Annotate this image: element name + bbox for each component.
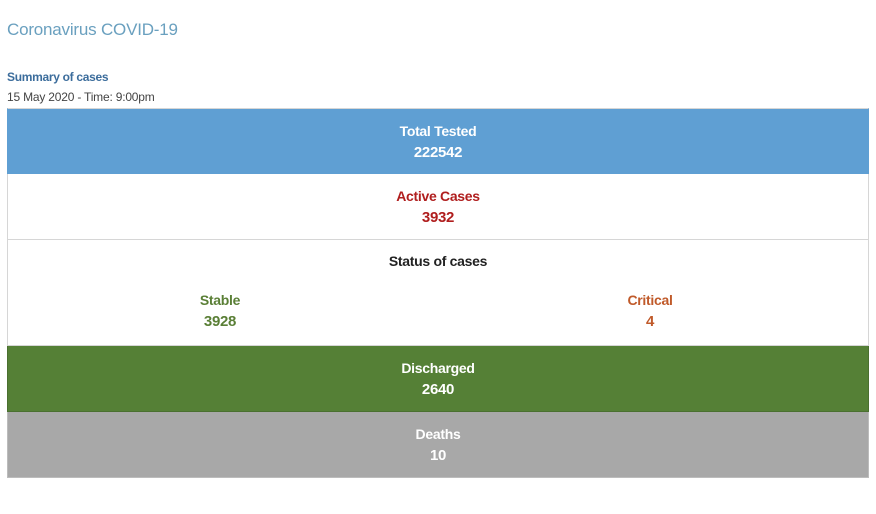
active-cases-label: Active Cases: [396, 188, 480, 204]
summary-timestamp: 15 May 2020 - Time: 9:00pm: [7, 90, 155, 104]
status-of-cases-row: Status of cases Stable 3928 Critical 4: [7, 240, 869, 346]
deaths-row: Deaths 10: [7, 412, 869, 478]
total-tested-value: 222542: [413, 144, 463, 161]
total-tested-label: Total Tested: [399, 123, 477, 139]
status-of-cases-heading: Status of cases: [388, 253, 488, 269]
discharged-row: Discharged 2640: [7, 346, 869, 412]
discharged-label: Discharged: [401, 360, 475, 376]
summary-table: Total Tested 222542 Active Cases 3932 St…: [7, 108, 869, 478]
stable-value: 3928: [203, 313, 237, 330]
deaths-label: Deaths: [415, 426, 461, 442]
critical-label: Critical: [627, 292, 673, 308]
deaths-value: 10: [429, 447, 447, 464]
stable-label: Stable: [199, 292, 241, 308]
active-cases-value: 3932: [421, 209, 455, 226]
stable-cell: Stable 3928: [140, 290, 300, 334]
total-tested-row: Total Tested 222542: [7, 108, 869, 174]
critical-cell: Critical 4: [570, 290, 730, 334]
critical-value: 4: [645, 313, 655, 330]
discharged-value: 2640: [421, 381, 455, 398]
page-title: Coronavirus COVID-19: [7, 20, 178, 39]
active-cases-row: Active Cases 3932: [7, 174, 869, 240]
summary-title: Summary of cases: [7, 70, 109, 84]
